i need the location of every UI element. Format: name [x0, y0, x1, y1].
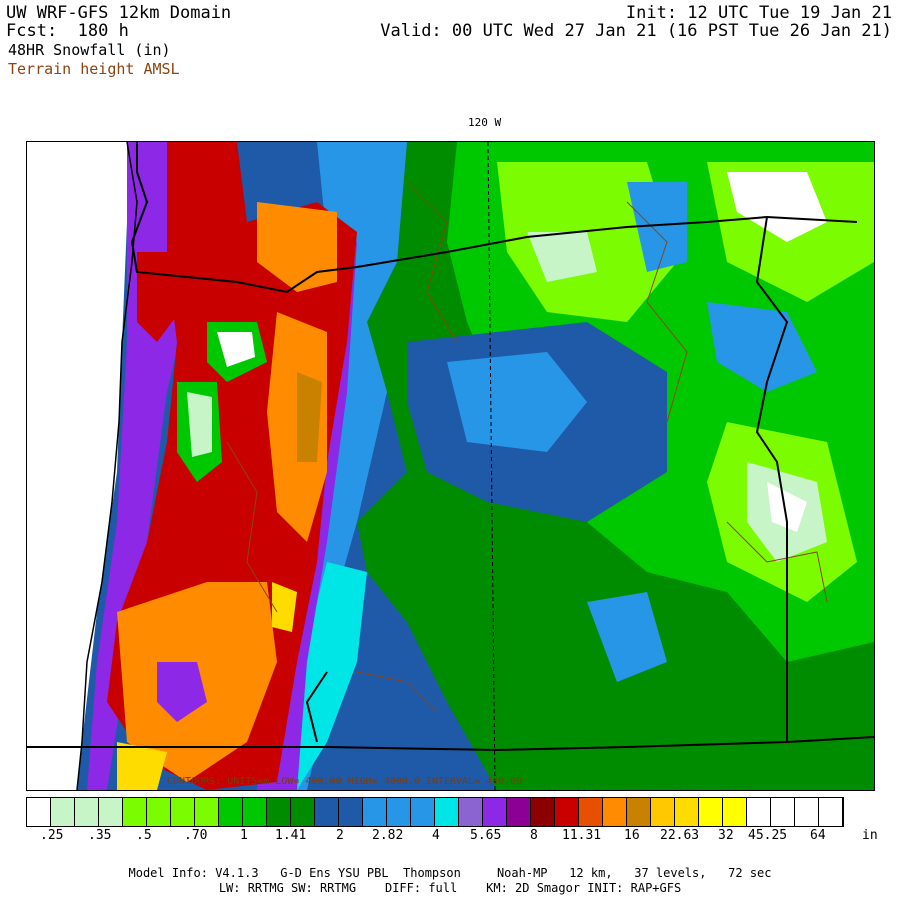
- color-swatch: [459, 798, 483, 826]
- init-time: Init: 12 UTC Tue 19 Jan 21: [625, 3, 892, 23]
- color-scale-label: 45.25: [748, 828, 788, 843]
- map-graphic: CONTOURS: UNITS=m LOW= 400.00 HIGH= 4000…: [27, 142, 874, 790]
- color-swatch: [147, 798, 171, 826]
- color-swatch: [171, 798, 195, 826]
- color-scale-label: 64: [810, 828, 826, 843]
- color-swatch: [435, 798, 459, 826]
- forecast-hour: Fcst: 180 h: [6, 21, 129, 41]
- color-scale-label: 11.31: [562, 828, 602, 843]
- color-swatch: [531, 798, 555, 826]
- color-swatch: [675, 798, 699, 826]
- color-swatch: [75, 798, 99, 826]
- color-swatch: [555, 798, 579, 826]
- color-swatch: [315, 798, 339, 826]
- color-scale-label: in: [862, 828, 878, 843]
- longitude-label: 120 W: [468, 116, 502, 129]
- color-swatch: [699, 798, 723, 826]
- color-scale-label: 4: [432, 828, 440, 843]
- color-swatch: [603, 798, 627, 826]
- color-swatch: [123, 798, 147, 826]
- color-scale-label: 32: [718, 828, 734, 843]
- color-scale-label: 2.82: [372, 828, 404, 843]
- color-swatch: [387, 798, 411, 826]
- snowfall-map: CONTOURS: UNITS=m LOW= 400.00 HIGH= 4000…: [26, 141, 875, 791]
- color-scale-label: 2: [336, 828, 344, 843]
- contour-info: CONTOURS: UNITS=m LOW= 400.00 HIGH= 4000…: [167, 776, 522, 787]
- color-swatch: [747, 798, 771, 826]
- color-scale-label: .35: [88, 828, 112, 843]
- color-swatch: [507, 798, 531, 826]
- color-scale-label: .5: [136, 828, 152, 843]
- color-swatch: [339, 798, 363, 826]
- model-info: Model Info: V4.1.3 G-D Ens YSU PBL Thomp…: [128, 866, 772, 880]
- color-swatch: [51, 798, 75, 826]
- color-swatch: [723, 798, 747, 826]
- color-swatch: [99, 798, 123, 826]
- terrain-label: Terrain height AMSL: [8, 60, 180, 78]
- color-swatch: [579, 798, 603, 826]
- color-scale-label: 16: [624, 828, 640, 843]
- color-scale-label: .70: [184, 828, 208, 843]
- color-scale-label: 5.65: [470, 828, 502, 843]
- color-swatch: [627, 798, 651, 826]
- color-swatch: [195, 798, 219, 826]
- field-name: 48HR Snowfall (in): [8, 41, 171, 59]
- color-scale-label: 1.41: [275, 828, 307, 843]
- color-swatch: [411, 798, 435, 826]
- color-scale-label: 8: [530, 828, 538, 843]
- color-swatch: [771, 798, 795, 826]
- color-swatch: [27, 798, 51, 826]
- color-swatch: [363, 798, 387, 826]
- color-scale: [26, 797, 844, 827]
- valid-time: Valid: 00 UTC Wed 27 Jan 21 (16 PST Tue …: [380, 21, 892, 41]
- color-scale-label: .25: [40, 828, 64, 843]
- color-swatch: [243, 798, 267, 826]
- color-scale-label: 1: [240, 828, 248, 843]
- color-swatch: [651, 798, 675, 826]
- color-swatch: [219, 798, 243, 826]
- color-swatch: [483, 798, 507, 826]
- physics-info: LW: RRTMG SW: RRTMG DIFF: full KM: 2D Sm…: [218, 881, 682, 895]
- color-swatch: [267, 798, 291, 826]
- model-title: UW WRF-GFS 12km Domain: [6, 3, 232, 23]
- color-swatch: [795, 798, 819, 826]
- color-swatch: [819, 798, 843, 826]
- color-swatch: [291, 798, 315, 826]
- color-scale-label: 22.63: [660, 828, 700, 843]
